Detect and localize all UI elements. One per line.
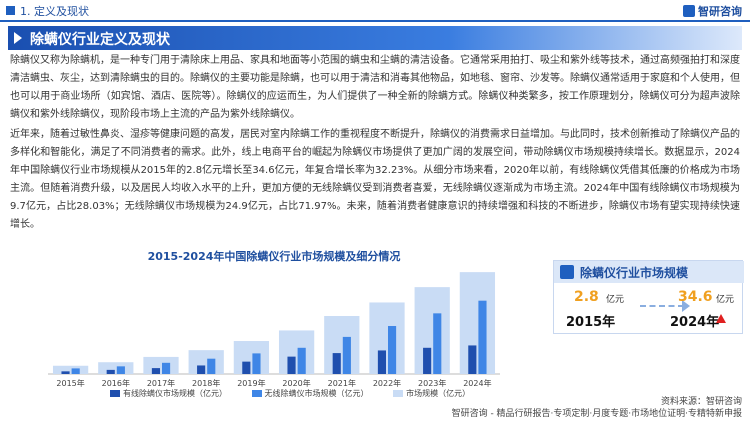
bar-wireless <box>116 366 125 374</box>
bar-wireless <box>388 326 397 374</box>
legend-swatch <box>393 390 404 397</box>
bar-wireless <box>162 362 171 374</box>
bar-wireless <box>433 313 442 374</box>
chevron-right-icon <box>14 32 22 44</box>
bar-wired <box>332 353 341 374</box>
bar-total <box>369 302 405 374</box>
bar-wired <box>287 356 296 374</box>
chart-icon <box>560 265 574 279</box>
footer-text: 智研咨询 - 精品行研报告·专项定制·月度专题·市场地位证明·专精特新申报 <box>451 409 742 419</box>
growth-arrow-line <box>640 305 684 307</box>
chart-title: 2015-2024年中国除螨仪行业市场规模及细分情况 <box>147 250 401 263</box>
paragraph-definition: 除螨仪又称为除螨机，是一种专门用于清除床上用品、家具和地面等小范围的螨虫和尘螨的… <box>10 55 740 120</box>
legend-item-total: 市场规模（亿元） <box>393 389 470 398</box>
bar-wired <box>61 371 70 374</box>
section-label: 1. 定义及现状 <box>20 5 89 18</box>
bar-total <box>414 287 450 374</box>
brand-logo-icon <box>683 5 695 17</box>
bar-wireless <box>252 353 261 374</box>
brand-logo: 智研咨询 <box>683 3 742 19</box>
bar-wired <box>468 345 477 374</box>
bar-total <box>98 362 134 374</box>
x-tick-label: 2016年 <box>102 378 130 388</box>
x-tick-label: 2018年 <box>192 378 220 388</box>
x-tick-label: 2022年 <box>373 378 401 388</box>
bar-wired <box>242 361 251 374</box>
bar-total <box>459 272 496 374</box>
x-tick-label: 2015年 <box>56 378 84 388</box>
legend-label: 无线除螨仪市场规模（亿元） <box>264 389 369 398</box>
x-tick-label: 2019年 <box>237 378 265 388</box>
x-tick-label: 2024年 <box>463 378 491 388</box>
start-value: 2.8 <box>574 289 599 305</box>
bar-wireless <box>297 347 306 374</box>
arrow-right-icon <box>682 300 690 312</box>
legend-label: 有线除螨仪市场规模（亿元） <box>123 389 227 398</box>
page-title-bar: 除螨仪行业定义及现状 <box>8 26 742 50</box>
bar-wired <box>197 365 206 374</box>
source-note: 资料来源：智研咨询 <box>660 397 742 407</box>
bar-wireless <box>478 300 487 374</box>
chart-legend: 有线除螨仪市场规模（亿元） 无线除螨仪市场规模（亿元） 市场规模（亿元） <box>110 388 492 399</box>
market-size-card: 除螨仪行业市场规模 2.8 亿元 2015年 34.6 亿元 2024年 <box>553 260 744 334</box>
legend-swatch <box>110 390 120 397</box>
brand-name: 智研咨询 <box>698 5 742 18</box>
legend-swatch <box>251 390 262 397</box>
bar-total <box>52 365 89 374</box>
card-title: 除螨仪行业市场规模 <box>580 266 689 280</box>
bar-wired <box>151 368 160 374</box>
x-tick-label: 2023年 <box>418 378 446 388</box>
bar-total <box>324 315 360 374</box>
x-tick-label: 2020年 <box>282 378 310 388</box>
x-tick-label: 2017年 <box>147 378 175 388</box>
bar-wireless <box>342 336 351 374</box>
end-value: 34.6 <box>678 289 713 305</box>
start-year: 2015年 <box>566 315 616 330</box>
bar-wireless <box>71 368 80 374</box>
section-marker-icon <box>6 6 15 15</box>
bar-total <box>278 330 315 374</box>
end-year: 2024年 <box>670 315 720 330</box>
market-size-chart: 2015年 2016年 2017年 2018年 2019年 2020年 2021年 2022年… <box>48 272 500 388</box>
legend-label: 市场规模（亿元） <box>406 389 471 398</box>
card-header <box>554 261 744 283</box>
bar-total <box>233 341 270 374</box>
legend-item-wired: 有线除螨仪市场规模（亿元） <box>110 389 227 398</box>
bar-wired <box>106 369 115 374</box>
bar-wireless <box>207 358 216 374</box>
start-unit: 亿元 <box>606 295 625 305</box>
bar-total <box>188 350 224 374</box>
bar-total <box>143 356 179 374</box>
top-bar: 1. 定义及现状 智研咨询 <box>0 0 750 22</box>
end-unit: 亿元 <box>716 295 735 305</box>
page-title: 除螨仪行业定义及现状 <box>30 32 170 48</box>
paragraph-status: 近年来，随着过敏性鼻炎、湿疹等健康问题的高发，居民对室内除螨工作的重视程度不断提… <box>10 129 740 230</box>
bar-wired <box>377 350 386 374</box>
legend-item-wireless: 无线除螨仪市场规模（亿元） <box>251 389 369 398</box>
x-tick-label: 2021年 <box>328 378 356 388</box>
bar-wired <box>423 347 432 374</box>
arrow-up-icon <box>716 314 726 323</box>
